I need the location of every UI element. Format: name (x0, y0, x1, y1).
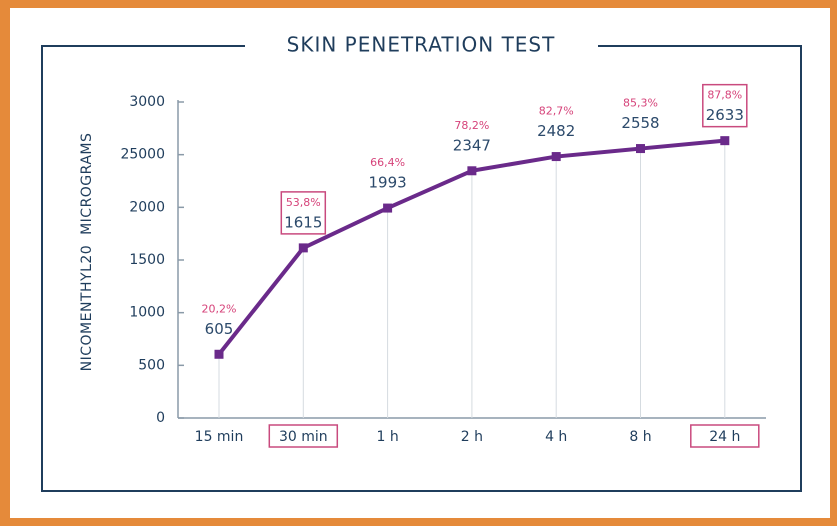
data-label: 2347 (453, 136, 491, 154)
data-label: 605 (205, 320, 234, 338)
data-label: 1615 (284, 213, 322, 231)
chart-title: SKIN PENETRATION TEST (287, 33, 556, 57)
percentage-label: 85,3% (623, 97, 658, 110)
y-tick-label: 3000 (129, 94, 165, 110)
y-tick-label: 1000 (129, 305, 165, 321)
frame (41, 45, 802, 492)
data-label: 2482 (537, 122, 575, 140)
label-box (702, 83, 748, 128)
x-tick-label: 8 h (629, 429, 651, 445)
y-tick-label: 25000 (120, 147, 165, 163)
percentage-label: 82,7% (539, 105, 574, 118)
marker (383, 203, 393, 213)
percentage-label: 78,2% (454, 119, 489, 132)
x-tick-label: 30 min (279, 429, 328, 445)
y-tick-label: 1500 (129, 252, 165, 268)
x-tick-label: 2 h (461, 429, 483, 445)
percentage-label: 66,4% (370, 156, 405, 169)
data-label: 2633 (706, 106, 744, 124)
x-tick-label: 24 h (709, 429, 740, 445)
y-tick-label: 500 (138, 357, 165, 373)
x-tick-label: 1 h (376, 429, 398, 445)
percentage-label: 87,8% (707, 89, 742, 102)
marker (720, 136, 730, 146)
marker (636, 144, 645, 154)
panel (10, 8, 830, 518)
category-box (268, 424, 339, 448)
percentage-label: 20,2% (202, 302, 237, 315)
marker (467, 166, 477, 176)
category-box (690, 424, 760, 448)
x-tick-label: 4 h (545, 429, 567, 445)
data-label: 1993 (369, 174, 407, 192)
data-label: 2558 (621, 114, 659, 132)
y-axis-label: NICOMENTHYL20 MICROGRAMS (79, 133, 95, 372)
x-tick-label: 15 min (195, 429, 244, 445)
y-tick-label: 0 (156, 410, 165, 426)
marker (551, 152, 561, 162)
percentage-label: 53,8% (286, 196, 321, 209)
label-box (280, 191, 327, 235)
y-tick-label: 2000 (129, 199, 165, 215)
marker (214, 349, 224, 359)
marker (298, 243, 308, 253)
